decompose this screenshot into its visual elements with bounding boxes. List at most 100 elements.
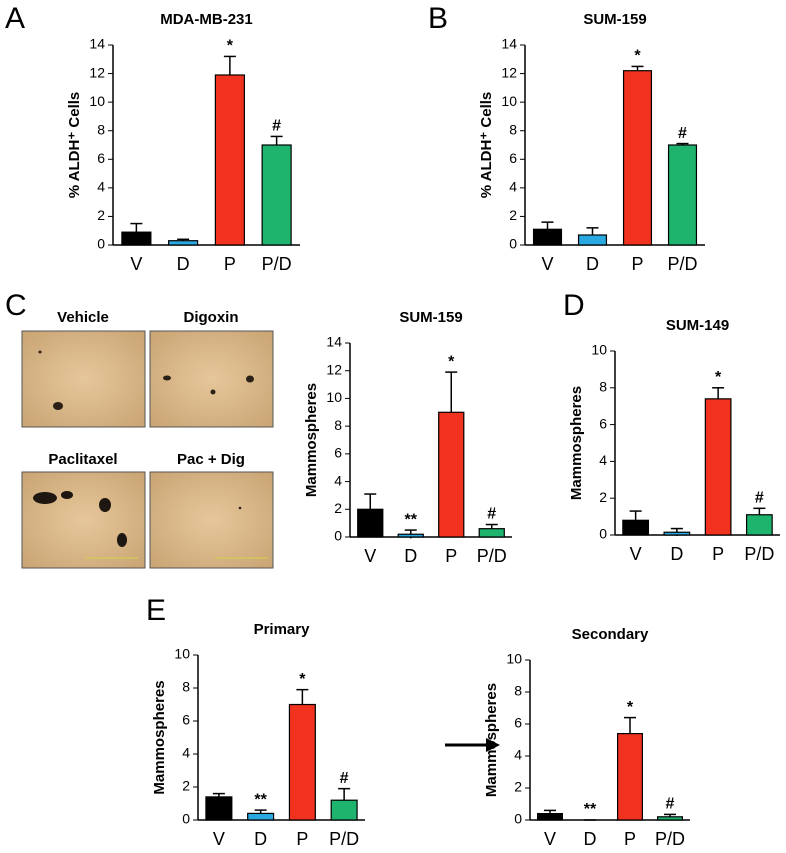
- bar: [247, 812, 275, 821]
- bar: [288, 703, 316, 821]
- bar: [168, 240, 199, 246]
- sphere: [99, 498, 111, 512]
- annotation: **: [254, 791, 267, 808]
- y-tick-label: 12: [501, 64, 517, 80]
- x-tick-label: P/D: [262, 254, 292, 274]
- bar: [205, 796, 233, 821]
- bar: [667, 144, 698, 246]
- micrograph-label: Pac + Dig: [177, 451, 245, 468]
- chart-title: MDA-MB-231: [160, 11, 253, 28]
- sphere: [210, 389, 216, 395]
- y-tick-label: 10: [506, 651, 522, 667]
- x-tick-label: P: [224, 254, 236, 274]
- x-tick-label: P: [631, 254, 643, 274]
- y-tick-label: 0: [509, 236, 517, 252]
- y-tick-label: 2: [97, 207, 105, 223]
- x-tick-label: D: [586, 254, 599, 274]
- x-tick-label: P: [445, 546, 457, 566]
- y-axis-label: Mammospheres: [303, 383, 320, 497]
- y-tick-label: 0: [97, 236, 105, 252]
- y-tick-label: 8: [97, 121, 105, 137]
- arrow: [445, 738, 500, 752]
- micrograph-label: Paclitaxel: [48, 451, 117, 468]
- bar: [438, 411, 465, 538]
- y-tick-label: 14: [89, 36, 105, 52]
- y-tick-label: 4: [514, 747, 522, 763]
- x-tick-label: D: [177, 254, 190, 274]
- y-tick-label: 6: [599, 415, 607, 431]
- annotation: **: [584, 801, 597, 818]
- y-tick-label: 10: [326, 389, 342, 405]
- y-tick-label: 0: [599, 526, 607, 542]
- y-tick-label: 8: [509, 121, 517, 137]
- y-axis-label: % ALDH⁺ Cells: [478, 92, 495, 199]
- x-tick-label: D: [584, 829, 597, 849]
- y-tick-label: 0: [514, 811, 522, 827]
- bar: [622, 519, 650, 536]
- chart-title: Primary: [254, 621, 311, 638]
- chart-title: SUM-159: [583, 11, 646, 28]
- bar: [330, 799, 358, 821]
- annotation: *: [448, 353, 455, 370]
- y-tick-label: 14: [501, 36, 517, 52]
- panel-letter: E: [146, 594, 166, 627]
- micrographs: Vehicle Digoxin Paclitaxel Pac + Dig: [21, 309, 274, 569]
- annotation: #: [678, 125, 687, 142]
- y-tick-label: 12: [326, 361, 342, 377]
- sphere: [53, 402, 63, 410]
- sphere: [38, 350, 42, 354]
- y-tick-label: 4: [97, 179, 105, 195]
- micrograph: [21, 330, 146, 428]
- chart-title: SUM-159: [399, 309, 462, 326]
- y-tick-label: 10: [89, 93, 105, 109]
- x-tick-label: P/D: [477, 546, 507, 566]
- bar: [577, 234, 608, 246]
- y-tick-label: 2: [334, 500, 342, 516]
- y-tick-label: 4: [509, 179, 517, 195]
- y-axis-label: Mammospheres: [483, 683, 500, 797]
- bar: [622, 70, 653, 246]
- y-tick-label: 2: [514, 779, 522, 795]
- y-axis-label: % ALDH⁺ Cells: [66, 92, 83, 199]
- chart-title: Secondary: [572, 626, 649, 643]
- annotation: *: [299, 671, 306, 688]
- y-tick-label: 2: [182, 778, 190, 794]
- annotation: #: [272, 118, 281, 135]
- x-tick-label: V: [630, 544, 642, 564]
- y-axis-label: Mammospheres: [151, 680, 168, 794]
- bar: [357, 508, 384, 538]
- y-tick-label: 6: [334, 445, 342, 461]
- y-tick-label: 0: [182, 811, 190, 827]
- annotation: #: [666, 796, 675, 813]
- bar: [121, 231, 152, 246]
- y-tick-label: 12: [89, 64, 105, 80]
- bar: [536, 812, 563, 821]
- x-tick-label: D: [254, 829, 267, 849]
- y-tick-label: 10: [501, 93, 517, 109]
- x-tick-label: D: [404, 546, 417, 566]
- panel-letter: C: [5, 289, 27, 322]
- y-tick-label: 6: [182, 712, 190, 728]
- x-tick-label: V: [130, 254, 142, 274]
- bar: [745, 514, 773, 536]
- y-tick-label: 2: [509, 207, 517, 223]
- y-tick-label: 4: [599, 452, 607, 468]
- x-tick-label: P: [624, 829, 636, 849]
- x-tick-label: P/D: [744, 544, 774, 564]
- x-tick-label: P/D: [655, 829, 685, 849]
- sphere: [246, 375, 254, 383]
- y-tick-label: 10: [174, 646, 190, 662]
- bar: [478, 528, 505, 538]
- annotation: #: [755, 490, 764, 507]
- x-tick-label: D: [670, 544, 683, 564]
- y-tick-label: 8: [182, 679, 190, 695]
- panel-letter: A: [5, 2, 25, 35]
- x-tick-label: P: [712, 544, 724, 564]
- micrograph-label: Vehicle: [57, 309, 109, 326]
- annotation: *: [627, 699, 634, 716]
- annotation: *: [227, 38, 234, 55]
- x-tick-label: P/D: [667, 254, 697, 274]
- y-axis-label: Mammospheres: [568, 386, 585, 500]
- sphere: [61, 491, 73, 499]
